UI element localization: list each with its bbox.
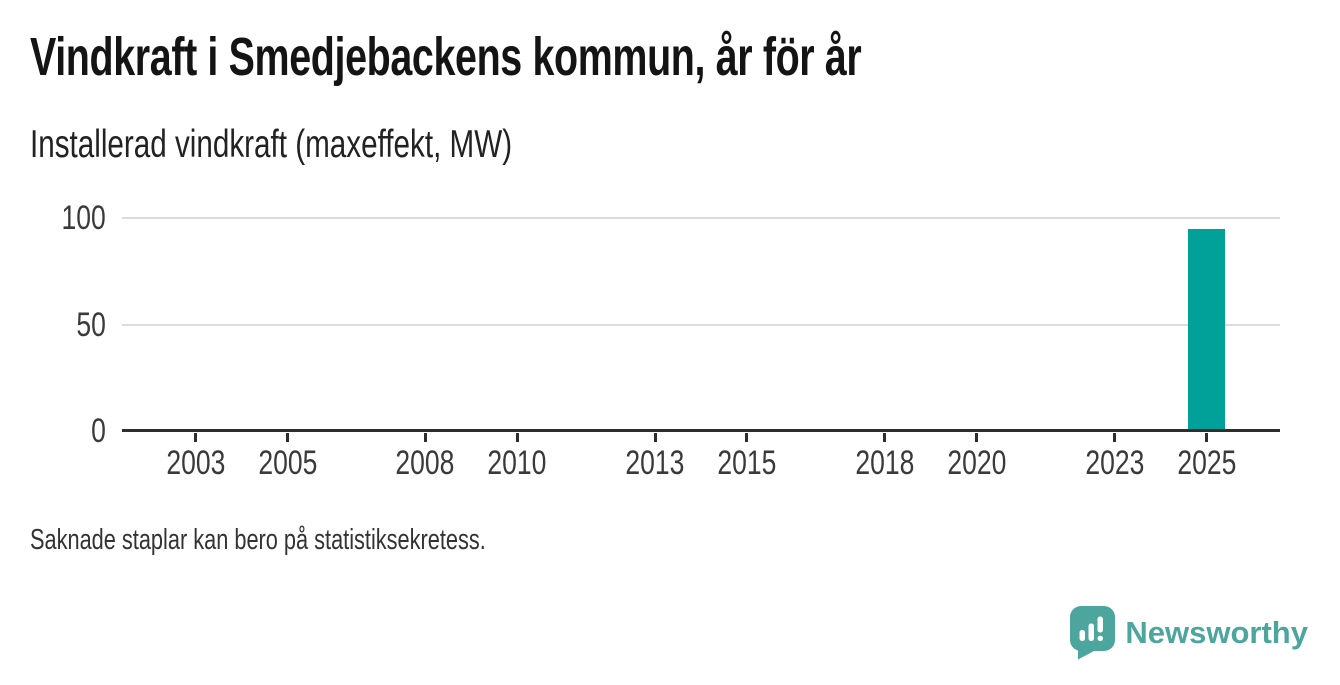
x-axis-tick-year: 2023	[1085, 444, 1145, 482]
x-axis-tick-label: 2018	[815, 446, 955, 480]
x-axis-tick-label: 2023	[1045, 446, 1185, 480]
y-axis-tick-label: 0	[22, 414, 106, 448]
bar-2025	[1187, 228, 1226, 431]
x-axis-tick-label: 2005	[217, 446, 357, 480]
y-axis-tick-value: 100	[61, 199, 106, 237]
x-axis-tick-year: 2005	[257, 444, 317, 482]
gridline-y-50	[122, 323, 1280, 326]
x-axis-line	[122, 429, 1280, 432]
x-axis-tick-year: 2010	[487, 444, 547, 482]
x-axis-tick	[515, 433, 519, 442]
x-axis-tick-label: 2015	[677, 446, 817, 480]
y-axis-tick-label: 50	[22, 308, 106, 342]
x-axis-tick-label: 2008	[355, 446, 495, 480]
chart-footnote: Saknade staplar kan bero på statistiksek…	[30, 524, 486, 556]
chart-title: Vindkraft i Smedjebackens kommun, år för…	[30, 27, 862, 87]
x-axis-tick-label: 2013	[585, 446, 725, 480]
y-axis-tick-value: 50	[76, 305, 106, 344]
x-axis-tick-year: 2018	[855, 444, 915, 482]
y-axis-tick-value: 0	[91, 412, 106, 450]
x-axis-tick	[745, 433, 749, 442]
x-axis-tick	[975, 433, 979, 442]
newsworthy-branding[interactable]: Newsworthy	[1069, 604, 1308, 662]
newsworthy-logo-icon	[1070, 605, 1116, 659]
x-axis-tick-year: 2025	[1176, 444, 1236, 482]
x-axis-tick	[883, 433, 887, 442]
chart-subtitle: Installerad vindkraft (maxeffekt, MW)	[30, 123, 513, 166]
newsworthy-wordmark: Newsworthy	[1125, 615, 1308, 650]
x-axis-tick-year: 2003	[166, 444, 226, 482]
x-axis-tick	[194, 433, 198, 442]
x-axis-tick	[285, 433, 289, 442]
y-axis-tick-label: 100	[22, 201, 106, 235]
x-axis-tick-label: 2020	[907, 446, 1047, 480]
x-axis-tick-label: 2025	[1136, 446, 1276, 480]
x-axis-tick	[423, 433, 427, 442]
x-axis-tick	[1204, 433, 1208, 442]
x-axis-tick-year: 2008	[395, 444, 455, 482]
gridline-y-100	[122, 217, 1280, 219]
x-axis-tick-year: 2020	[947, 444, 1007, 482]
plot-area: 0 50 100 2003 2005 2008 2010 2013 2015 2018 2020 20…	[62, 201, 1280, 480]
x-axis-tick	[653, 433, 657, 442]
x-axis-tick-label: 2003	[126, 446, 266, 480]
x-axis-tick-label: 2010	[447, 446, 587, 480]
x-axis-tick-year: 2013	[625, 444, 685, 482]
x-axis-tick-year: 2015	[717, 444, 777, 482]
x-axis-tick	[1113, 433, 1117, 442]
